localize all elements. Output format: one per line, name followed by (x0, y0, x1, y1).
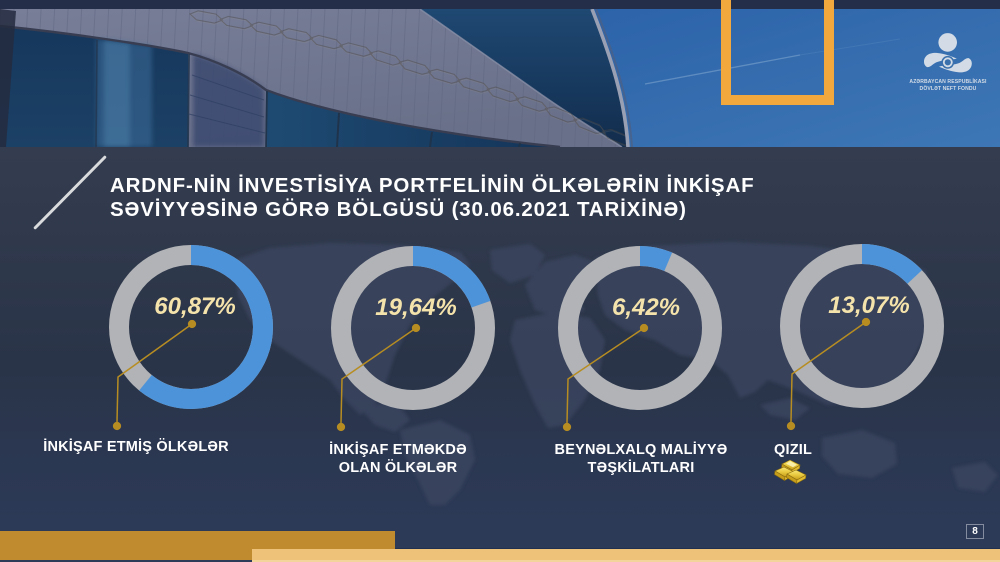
svg-text:DÖVLƏT NEFT FONDU: DÖVLƏT NEFT FONDU (920, 85, 977, 92)
svg-text:AZƏRBAYCAN RESPUBLİKASI: AZƏRBAYCAN RESPUBLİKASI (909, 78, 987, 85)
